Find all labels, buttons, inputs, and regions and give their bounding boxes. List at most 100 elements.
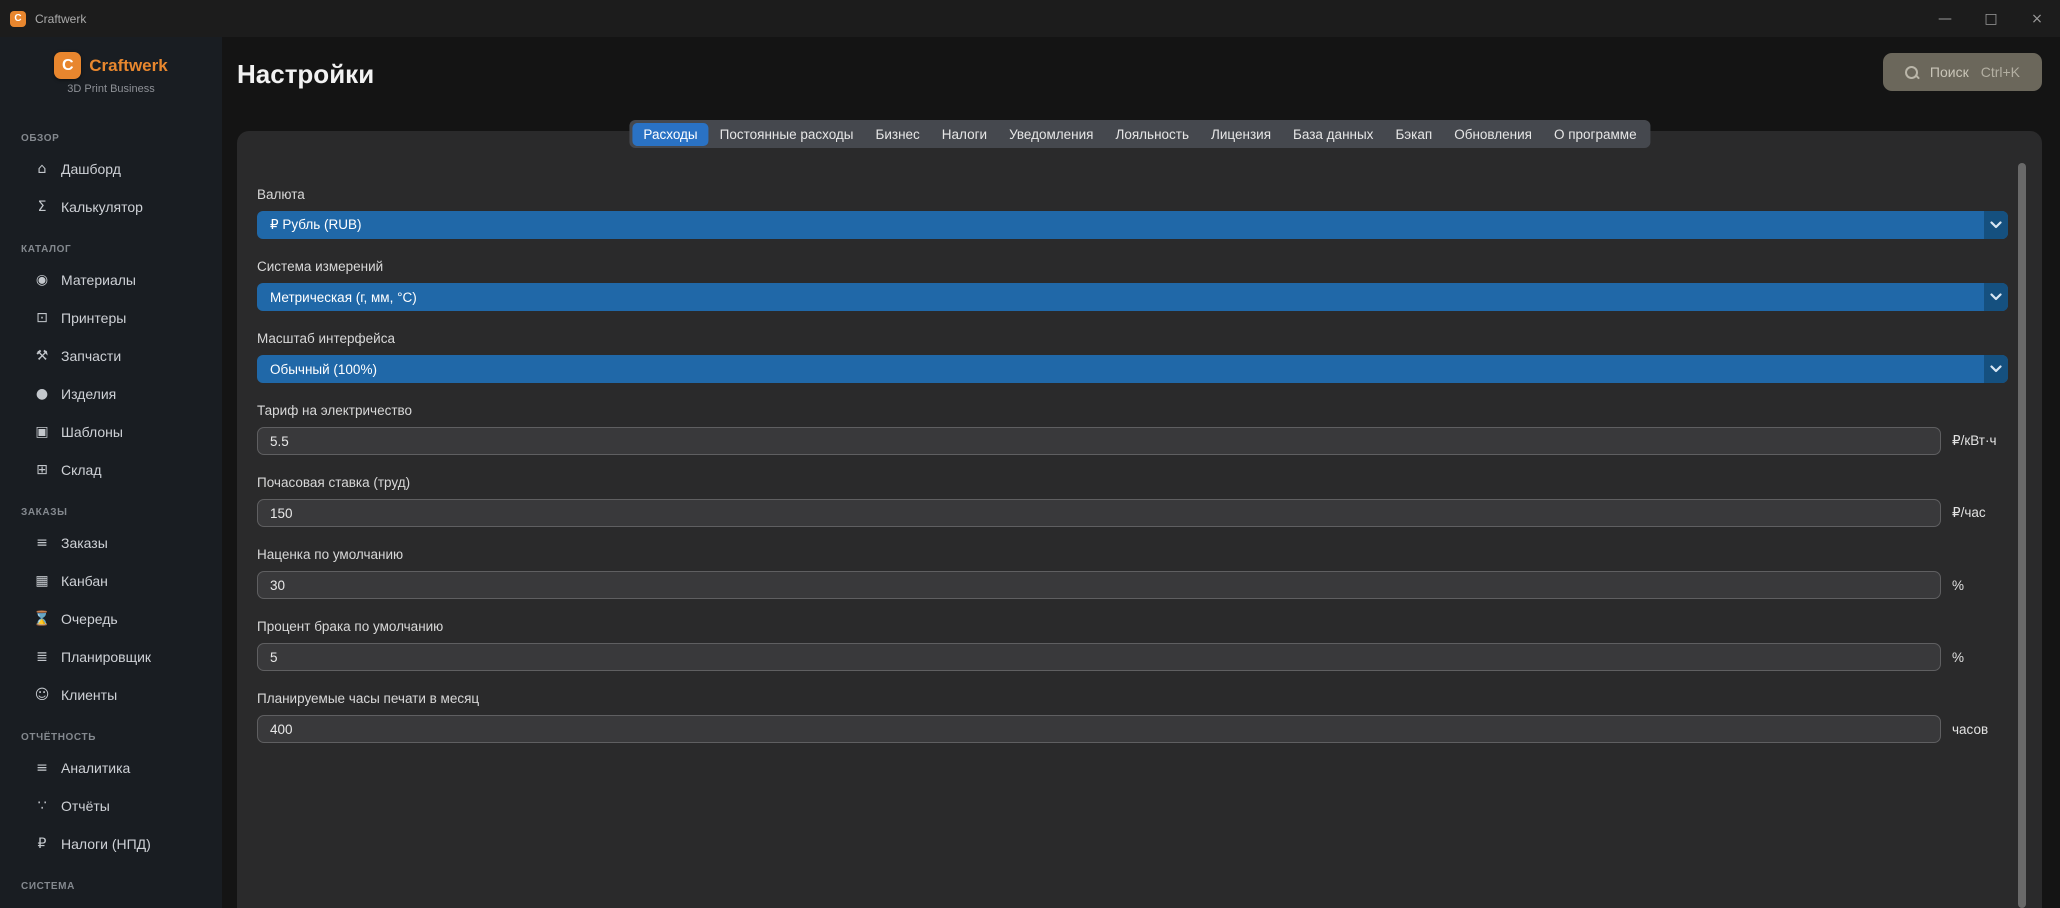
sidebar-item-label: Материалы — [61, 272, 136, 288]
sidebar-item-orders[interactable]: ≡ Заказы — [0, 524, 222, 562]
search-icon — [1904, 65, 1918, 79]
sidebar-item-label: Аналитика — [61, 760, 131, 776]
field-markup: Наценка по умолчанию % — [257, 547, 2028, 599]
sidebar-item-label: Налоги (НПД) — [61, 836, 151, 852]
sidebar-item-label: Калькулятор — [61, 199, 143, 215]
sidebar-item-label: Клиенты — [61, 687, 118, 703]
field-label: Почасовая ставка (труд) — [257, 475, 411, 490]
hourglass-icon: ⌛ — [33, 611, 51, 627]
field-suffix: часов — [1952, 721, 1989, 737]
field-defect-rate: Процент брака по умолчанию % — [257, 619, 2028, 671]
circle-icon: ● — [35, 386, 49, 402]
search-label: Поиск — [1929, 64, 1969, 80]
tab-backup[interactable]: Бэкап — [1395, 126, 1433, 142]
sidebar-item-label: Отчёты — [61, 798, 110, 814]
list-icon: ≡ — [36, 535, 48, 551]
chevron-down-icon — [1984, 211, 2008, 239]
hourly-rate-input[interactable] — [257, 499, 1941, 527]
defect-rate-input[interactable] — [257, 643, 1941, 671]
field-suffix: % — [1952, 577, 1965, 593]
tab-database[interactable]: База данных — [1293, 126, 1374, 142]
vertical-scrollbar[interactable] — [2018, 163, 2026, 908]
nav-section-orders: ЗАКАЗЫ — [21, 507, 68, 518]
tab-license[interactable]: Лицензия — [1211, 126, 1272, 142]
tab-business[interactable]: Бизнес — [875, 126, 920, 142]
select-value: ₽ Рубль (RUB) — [270, 217, 362, 232]
nav-section-catalog: КАТАЛОГ — [21, 244, 72, 255]
sidebar-item-printers[interactable]: ⊡ Принтеры — [0, 299, 222, 337]
sidebar-item-reports[interactable]: ∵ Отчёты — [0, 787, 222, 825]
units-select[interactable]: Метрическая (г, мм, °C) — [257, 283, 2008, 311]
field-label: Тариф на электричество — [257, 403, 413, 418]
select-value: Метрическая (г, мм, °C) — [270, 289, 417, 305]
nav-section-reporting: ОТЧЁТНОСТЬ — [21, 732, 96, 743]
sidebar-item-templates[interactable]: ▣ Шаблоны — [0, 413, 222, 451]
nav-section-system: СИСТЕМА — [21, 881, 75, 892]
search-button[interactable]: Поиск Ctrl+K — [1882, 53, 2042, 91]
sidebar-item-label: Запчасти — [61, 348, 122, 364]
sidebar-item-calculator[interactable]: Σ Калькулятор — [0, 188, 222, 226]
smiley-icon: ☺ — [34, 687, 50, 703]
field-ui-scale: Масштаб интерфейса Обычный (100%) — [257, 331, 2028, 383]
sidebar-item-kanban[interactable]: ▦ Канбан — [0, 562, 222, 600]
sidebar-item-taxes[interactable]: ₽ Налоги (НПД) — [0, 825, 222, 863]
grid-plus-icon: ⊞ — [36, 462, 48, 478]
sidebar-nav: ОБЗОР ⌂ Дашборд Σ Калькулятор КАТАЛОГ ◉ … — [0, 129, 222, 898]
currency-select[interactable]: ₽ Рубль (RUB) — [257, 211, 2008, 239]
field-label: Планируемые часы печати в месяц — [257, 691, 480, 706]
ui-scale-select[interactable]: Обычный (100%) — [257, 355, 2008, 383]
spool-icon: ◉ — [35, 272, 49, 288]
field-electricity-rate: Тариф на электричество ₽/кВт·ч — [257, 403, 2028, 455]
dots-icon: ∵ — [37, 798, 47, 814]
kanban-board-icon: ▦ — [35, 573, 49, 589]
title-bar: C Craftwerk — □ × — [0, 0, 2060, 37]
sidebar-item-label: Принтеры — [61, 310, 127, 326]
sidebar-item-warehouse[interactable]: ⊞ Склад — [0, 451, 222, 489]
search-shortcut: Ctrl+K — [1980, 64, 2020, 80]
planned-hours-input[interactable] — [257, 715, 1941, 743]
brand-logo-icon: C — [54, 52, 82, 79]
sidebar-item-label: Канбан — [61, 573, 108, 589]
sidebar-item-parts[interactable]: ⚒ Запчасти — [0, 337, 222, 375]
tab-notifications[interactable]: Уведомления — [1009, 126, 1094, 142]
sidebar-item-products[interactable]: ● Изделия — [0, 375, 222, 413]
sidebar-item-clients[interactable]: ☺ Клиенты — [0, 676, 222, 714]
window-controls: — □ × — [1922, 0, 2060, 37]
sidebar-item-analytics[interactable]: ≡ Аналитика — [0, 749, 222, 787]
field-currency: Валюта ₽ Рубль (RUB) — [257, 187, 2028, 239]
tools-icon: ⚒ — [35, 348, 49, 364]
settings-tabbar: Расходы Постоянные расходы Бизнес Налоги… — [629, 120, 1651, 148]
sidebar-item-planner[interactable]: ≣ Планировщик — [0, 638, 222, 676]
tab-about[interactable]: О программе — [1553, 126, 1637, 142]
main-area: Настройки Поиск Ctrl+K Расходы Постоянны… — [222, 37, 2060, 908]
tab-expenses[interactable]: Расходы — [632, 122, 709, 146]
field-label: Наценка по умолчанию — [257, 547, 404, 562]
field-planned-hours: Планируемые часы печати в месяц часов — [257, 691, 2028, 743]
sidebar-item-materials[interactable]: ◉ Материалы — [0, 261, 222, 299]
select-value: Обычный (100%) — [270, 361, 377, 377]
maximize-icon[interactable]: □ — [1984, 10, 1998, 27]
chevron-down-icon — [1984, 355, 2008, 383]
markup-input[interactable] — [257, 571, 1941, 599]
printer-icon: ⊡ — [36, 310, 48, 326]
sigma-icon: Σ — [37, 199, 47, 215]
tab-loyalty[interactable]: Лояльность — [1115, 126, 1190, 142]
tab-taxes[interactable]: Налоги — [941, 126, 988, 142]
tab-updates[interactable]: Обновления — [1454, 126, 1532, 142]
close-icon[interactable]: × — [2031, 10, 2043, 27]
minimize-icon[interactable]: — — [1938, 10, 1952, 27]
electricity-rate-input[interactable] — [257, 427, 1941, 455]
field-suffix: % — [1952, 649, 1965, 665]
ruble-icon: ₽ — [37, 836, 47, 852]
template-icon: ▣ — [35, 424, 49, 440]
sidebar: C Craftwerk 3D Print Business ОБЗОР ⌂ Да… — [0, 37, 222, 908]
sidebar-item-queue[interactable]: ⌛ Очередь — [0, 600, 222, 638]
tab-fixed-expenses[interactable]: Постоянные расходы — [719, 126, 854, 142]
brand-tagline: 3D Print Business — [67, 83, 155, 95]
sidebar-item-dashboard[interactable]: ⌂ Дашборд — [0, 150, 222, 188]
sidebar-item-label: Склад — [61, 462, 102, 478]
field-units: Система измерений Метрическая (г, мм, °C… — [257, 259, 2028, 311]
field-suffix: ₽/кВт·ч — [1952, 433, 1997, 448]
sidebar-item-label: Очередь — [61, 611, 118, 627]
